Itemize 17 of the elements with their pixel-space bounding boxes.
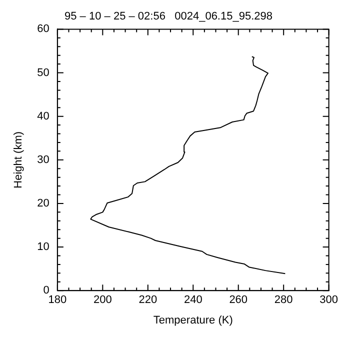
- y-tick-label: 0: [43, 284, 50, 297]
- y-tick-label: 60: [37, 23, 50, 36]
- x-tick-label: 300: [320, 294, 338, 306]
- x-tick-label: 220: [138, 294, 158, 306]
- x-tick-label: 180: [48, 294, 67, 306]
- y-tick-label: 50: [37, 66, 50, 79]
- x-tick-label: 240: [184, 294, 202, 306]
- x-tick-label: 280: [274, 294, 293, 306]
- y-tick-label: 40: [37, 110, 50, 122]
- y-tick-label: 30: [37, 154, 50, 166]
- y-axis-title: Height (km): [12, 131, 25, 188]
- x-tick-label: 200: [93, 294, 112, 306]
- y-tick-label: 10: [37, 241, 50, 254]
- x-axis-title: Temperature (K): [153, 314, 233, 326]
- x-tick-label: 260: [229, 294, 248, 306]
- y-tick-label: 20: [37, 198, 50, 210]
- chart-title: 95 – 10 – 25 – 02:56 0024_06.15_95.298: [64, 10, 272, 23]
